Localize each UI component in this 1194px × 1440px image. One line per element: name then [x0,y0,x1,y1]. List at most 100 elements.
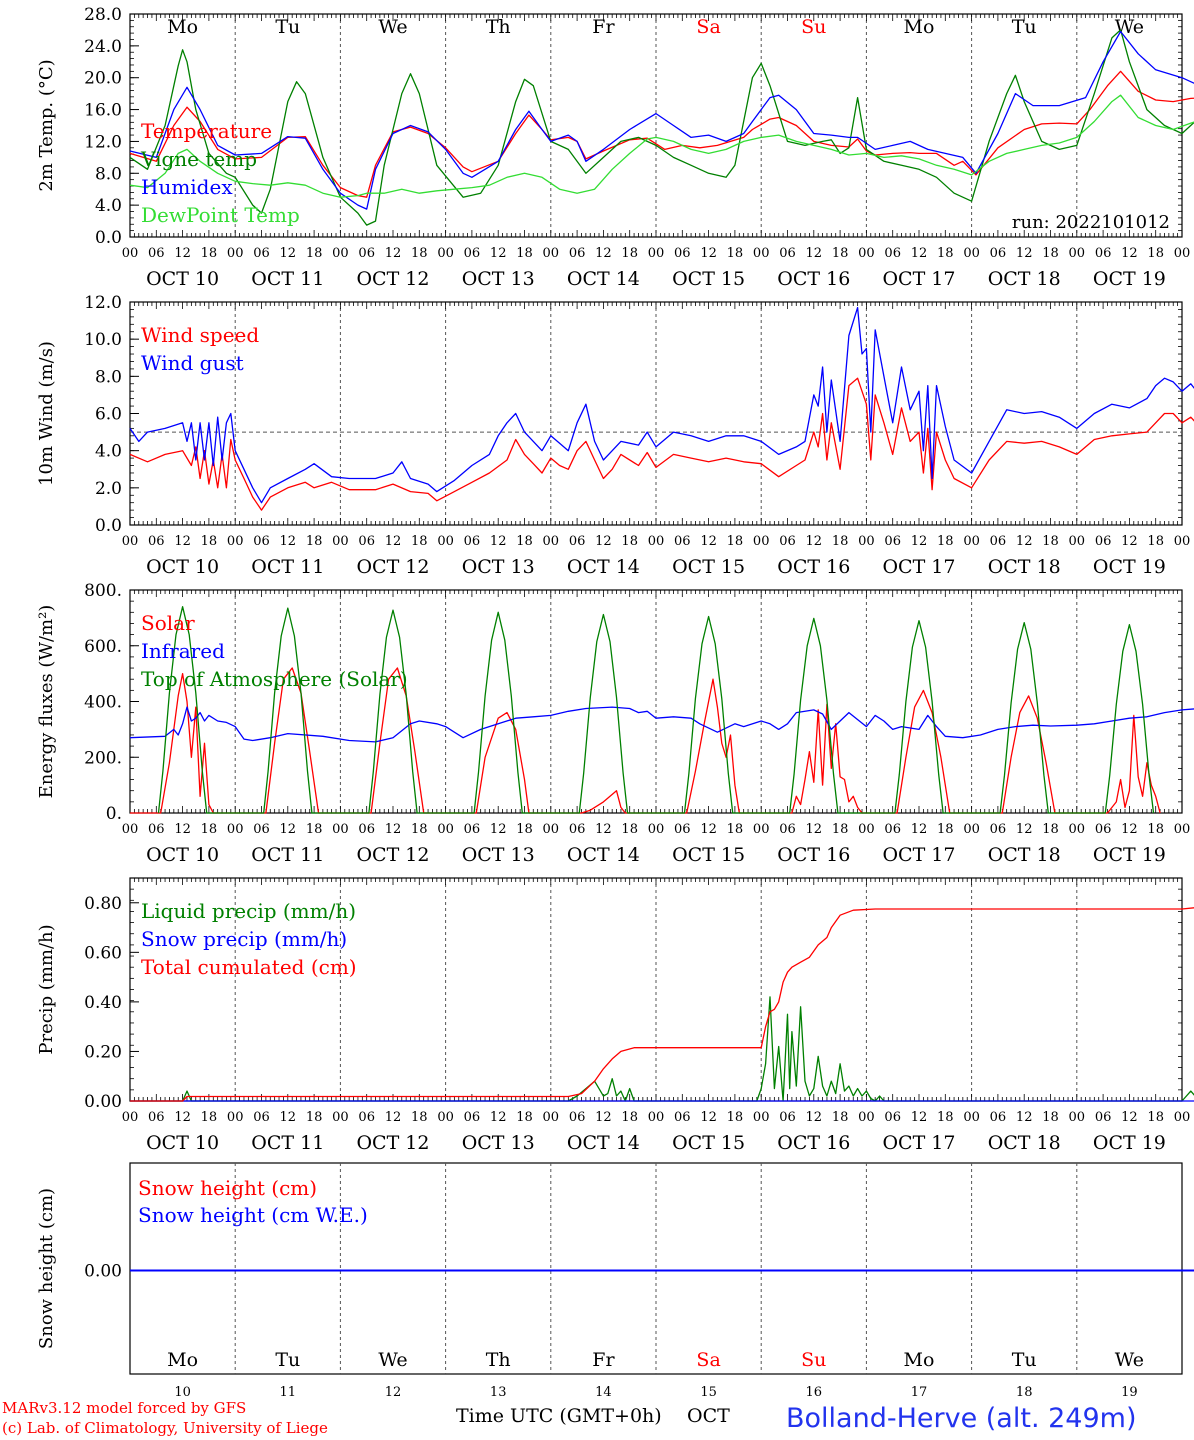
hour-label: 12 [700,246,717,261]
y-axis-title: Energy fluxes (W/m²) [36,605,57,799]
date-label: OCT 13 [462,1132,535,1154]
series-line-4-3 [130,907,1194,1102]
hour-label: 12 [595,822,612,837]
hour-label: 18 [1147,822,1164,837]
hour-label: 00 [122,534,139,549]
hour-label: 12 [385,1110,402,1125]
hour-label: 06 [779,246,796,261]
hour-label: 00 [1174,1110,1191,1125]
y-tick-label: 16.0 [84,101,122,121]
weekday-label: Mo [904,16,935,38]
hour-label: 12 [1016,534,1033,549]
hour-label: 00 [122,1110,139,1125]
hour-label: 00 [648,1110,665,1125]
date-label: OCT 13 [462,556,535,578]
weekday-label: Su [801,16,826,38]
date-label: OCT 18 [988,268,1061,290]
hour-label: 18 [306,246,323,261]
date-label: OCT 17 [882,1132,955,1154]
hour-label: 00 [227,1110,244,1125]
y-tick-label: 0.0 [95,228,122,248]
hour-label: 06 [1095,822,1112,837]
series-line-4-1 [130,996,1194,1102]
hour-label: 00 [437,246,454,261]
weekday-label: We [378,1349,407,1371]
date-label: OCT 15 [672,556,745,578]
day-number-label: 18 [1016,1385,1033,1400]
hour-label: 06 [569,246,586,261]
hour-label: 18 [201,246,218,261]
hour-label: 00 [1069,246,1086,261]
hour-label: 06 [884,246,901,261]
date-label: OCT 19 [1093,556,1166,578]
weekday-label: Su [801,1349,826,1371]
hour-label: 00 [1069,1110,1086,1125]
y-tick-label: 600. [84,637,122,657]
legend-entry: Wind gust [141,351,244,375]
hour-label: 06 [148,534,165,549]
hour-label: 18 [832,822,849,837]
hour-label: 18 [411,1110,428,1125]
series-line-2-1 [129,377,1194,511]
hour-label: 18 [727,246,744,261]
weekday-label: Mo [167,1349,198,1371]
y-tick-label: 24.0 [84,37,122,57]
hour-label: 12 [806,822,823,837]
day-number-label: 15 [700,1385,717,1400]
date-label: OCT 13 [462,844,535,866]
hour-label: 00 [963,822,980,837]
y-tick-label: 0.40 [84,993,122,1013]
series-line-1-3 [129,30,1194,210]
y-tick-label: 12.0 [84,293,122,313]
hour-label: 00 [753,1110,770,1125]
series-line-3-1 [130,667,1161,814]
hour-label: 12 [1121,822,1138,837]
y-tick-label: 0.00 [84,1262,122,1282]
y-tick-label: 4.0 [95,196,122,216]
y-tick-label: 0.0 [95,516,122,536]
hour-label: 12 [911,534,928,549]
hour-label: 06 [990,822,1007,837]
hour-label: 18 [937,822,954,837]
y-tick-label: 10.0 [84,330,122,350]
y-tick-label: 6.0 [95,405,122,425]
day-number-label: 10 [174,1385,191,1400]
y-tick-label: 20.0 [84,69,122,89]
hour-label: 12 [806,534,823,549]
y-tick-label: 0.80 [84,894,122,914]
y-tick-label: 28.0 [84,5,122,25]
y-tick-label: 200. [84,748,122,768]
hour-label: 00 [1174,246,1191,261]
hour-label: 00 [1069,822,1086,837]
weekday-label: Mo [167,16,198,38]
date-label: OCT 14 [567,556,640,578]
y-tick-label: 0.00 [84,1092,122,1112]
hour-label: 00 [858,534,875,549]
date-label: OCT 11 [251,1132,324,1154]
y-tick-label: 0.20 [84,1042,122,1062]
hour-label: 12 [700,1110,717,1125]
hour-label: 12 [490,246,507,261]
weekday-label: Fr [592,16,615,38]
hour-label: 06 [779,822,796,837]
y-tick-label: 0.60 [84,943,122,963]
run-label: run: 2022101012 [1012,212,1170,233]
hour-label: 00 [753,534,770,549]
hour-label: 00 [648,534,665,549]
hour-label: 12 [385,246,402,261]
series-line-3-3 [157,606,1155,814]
hour-label: 06 [779,534,796,549]
hour-label: 18 [306,534,323,549]
hour-label: 00 [1174,822,1191,837]
hour-label: 12 [280,534,297,549]
hour-label: 06 [674,534,691,549]
weekday-label: Fr [592,1349,615,1371]
hour-label: 18 [937,246,954,261]
footer-month-label: OCT [687,1405,730,1427]
hour-label: 18 [1147,246,1164,261]
hour-label: 06 [990,1110,1007,1125]
y-tick-label: 2.0 [95,479,122,499]
hour-label: 18 [937,1110,954,1125]
day-number-label: 16 [806,1385,823,1400]
date-label: OCT 14 [567,844,640,866]
